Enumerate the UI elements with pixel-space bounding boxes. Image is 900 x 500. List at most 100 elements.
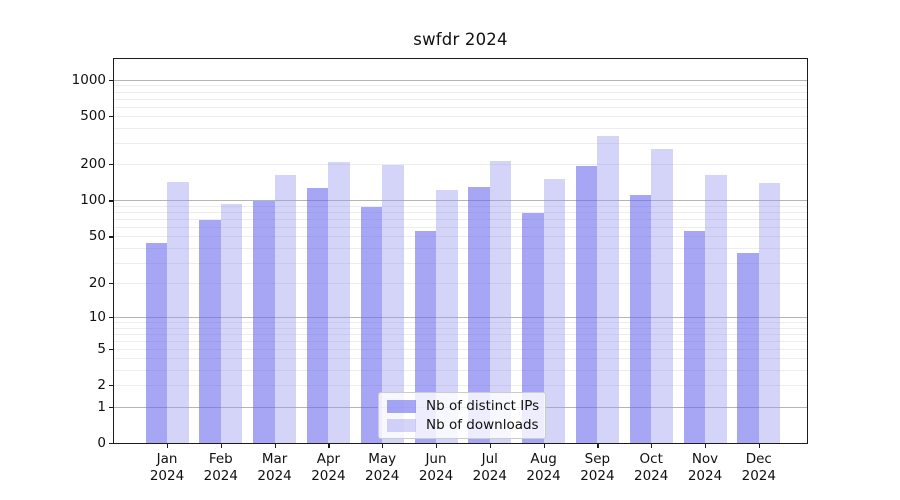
- bar-ips-jan: [145, 242, 167, 443]
- legend: Nb of distinct IPs Nb of downloads: [378, 392, 546, 439]
- y-tick-label: 50: [88, 228, 106, 245]
- gridline-minor: [114, 218, 807, 220]
- bar-ips-feb: [199, 219, 221, 443]
- plot-area: Nb of distinct IPs Nb of downloads: [113, 58, 808, 444]
- x-tick-mark: [705, 444, 707, 448]
- gridline-minor: [114, 85, 807, 87]
- x-tick-mark: [597, 444, 599, 448]
- x-tick-mark: [167, 444, 169, 448]
- bar-ips-apr: [306, 188, 329, 443]
- y-tick-label: 2: [97, 377, 106, 394]
- gridline-major: [114, 200, 807, 202]
- legend-swatch-downloads: [387, 418, 416, 432]
- gridline-minor: [114, 205, 807, 207]
- gridline-minor: [114, 212, 807, 214]
- gridline-minor: [114, 143, 807, 145]
- bar-ips-dec: [737, 253, 759, 443]
- x-tick-label: Sep 2024: [580, 451, 615, 484]
- y-tick-mark: [109, 200, 113, 202]
- bar-ips-mar: [253, 200, 275, 443]
- grid-layer: [114, 59, 807, 443]
- x-tick-label: Jul 2024: [472, 451, 507, 484]
- y-tick-mark: [109, 406, 113, 408]
- gridline-minor: [114, 340, 807, 342]
- bar-downloads-mar: [274, 175, 297, 443]
- chart-title: swfdr 2024: [413, 30, 508, 49]
- gridline-minor: [114, 106, 807, 108]
- x-tick-mark: [543, 444, 545, 448]
- y-tick-label: 1000: [71, 71, 106, 88]
- gridline-minor: [114, 98, 807, 100]
- gridline-minor: [114, 370, 807, 372]
- x-tick-label: Jan 2024: [149, 451, 185, 484]
- gridline-minor: [114, 348, 807, 350]
- bar-downloads-dec: [758, 182, 781, 443]
- legend-row-downloads: Nb of downloads: [387, 417, 539, 433]
- bar-downloads-feb: [220, 204, 243, 443]
- gridline-minor: [114, 262, 807, 264]
- y-tick-mark: [109, 282, 113, 285]
- x-tick-mark: [758, 444, 760, 448]
- x-tick-mark: [382, 444, 384, 448]
- gridline-minor: [114, 282, 807, 284]
- x-tick-label: Apr 2024: [311, 451, 346, 484]
- y-tick-label: 0: [97, 435, 106, 451]
- bar-ips-jun: [414, 230, 436, 443]
- y-tick-label: 1: [97, 398, 106, 415]
- gridline-minor: [114, 226, 807, 228]
- x-tick-label: Aug 2024: [526, 451, 561, 484]
- y-tick-mark: [109, 236, 113, 238]
- y-tick-label: 20: [88, 274, 106, 291]
- gridline-minor: [114, 327, 807, 329]
- x-tick-label: Feb 2024: [203, 451, 238, 484]
- x-tick-mark: [328, 444, 330, 448]
- bar-ips-may: [360, 207, 383, 443]
- bar-downloads-apr: [328, 161, 350, 443]
- gridline-minor: [114, 236, 807, 238]
- x-tick-mark: [489, 444, 491, 448]
- bar-downloads-nov: [705, 175, 727, 443]
- gridline-minor: [114, 333, 807, 335]
- y-tick-mark: [109, 316, 113, 319]
- x-tick-label: Oct 2024: [634, 451, 669, 484]
- y-tick-label: 500: [80, 108, 106, 125]
- x-tick-label: Mar 2024: [257, 451, 292, 484]
- bar-ips-oct: [629, 194, 652, 443]
- legend-row-distinct-ips: Nb of distinct IPs: [387, 398, 540, 414]
- y-tick-label: 10: [88, 308, 106, 325]
- gridline-minor: [114, 385, 807, 387]
- legend-label-distinct-ips: Nb of distinct IPs: [426, 398, 540, 414]
- x-tick-mark: [651, 444, 653, 448]
- y-tick-label: 200: [80, 156, 106, 173]
- bar-ips-sep: [575, 166, 598, 443]
- x-tick-label: May 2024: [365, 451, 400, 484]
- legend-label-downloads: Nb of downloads: [426, 417, 539, 433]
- x-tick-mark: [274, 444, 276, 448]
- gridline-major: [114, 79, 807, 81]
- bar-downloads-jan: [167, 182, 189, 443]
- y-tick-mark: [109, 116, 113, 118]
- bars-layer: [114, 59, 807, 443]
- x-tick-mark: [220, 444, 222, 448]
- x-tick-label: Jun 2024: [418, 451, 454, 484]
- y-tick-mark: [109, 385, 113, 387]
- bar-downloads-sep: [597, 136, 619, 443]
- gridline-minor: [114, 358, 807, 360]
- y-tick-label: 5: [97, 340, 106, 357]
- bar-ips-aug: [522, 213, 544, 443]
- gridline-minor: [114, 321, 807, 323]
- gridline-minor: [114, 164, 807, 166]
- bar-ips-nov: [683, 230, 705, 443]
- bar-downloads-jul: [489, 161, 512, 443]
- y-tick-mark: [109, 164, 113, 166]
- bar-downloads-aug: [543, 179, 566, 443]
- x-tick-label: Dec 2024: [741, 451, 776, 484]
- y-tick-label: 100: [80, 192, 106, 209]
- bar-ips-jul: [468, 186, 490, 443]
- gridline-minor: [114, 127, 807, 129]
- x-tick-label: Nov 2024: [687, 451, 723, 484]
- gridline-minor: [114, 247, 807, 249]
- y-tick-mark: [109, 79, 113, 82]
- bar-downloads-may: [382, 164, 404, 443]
